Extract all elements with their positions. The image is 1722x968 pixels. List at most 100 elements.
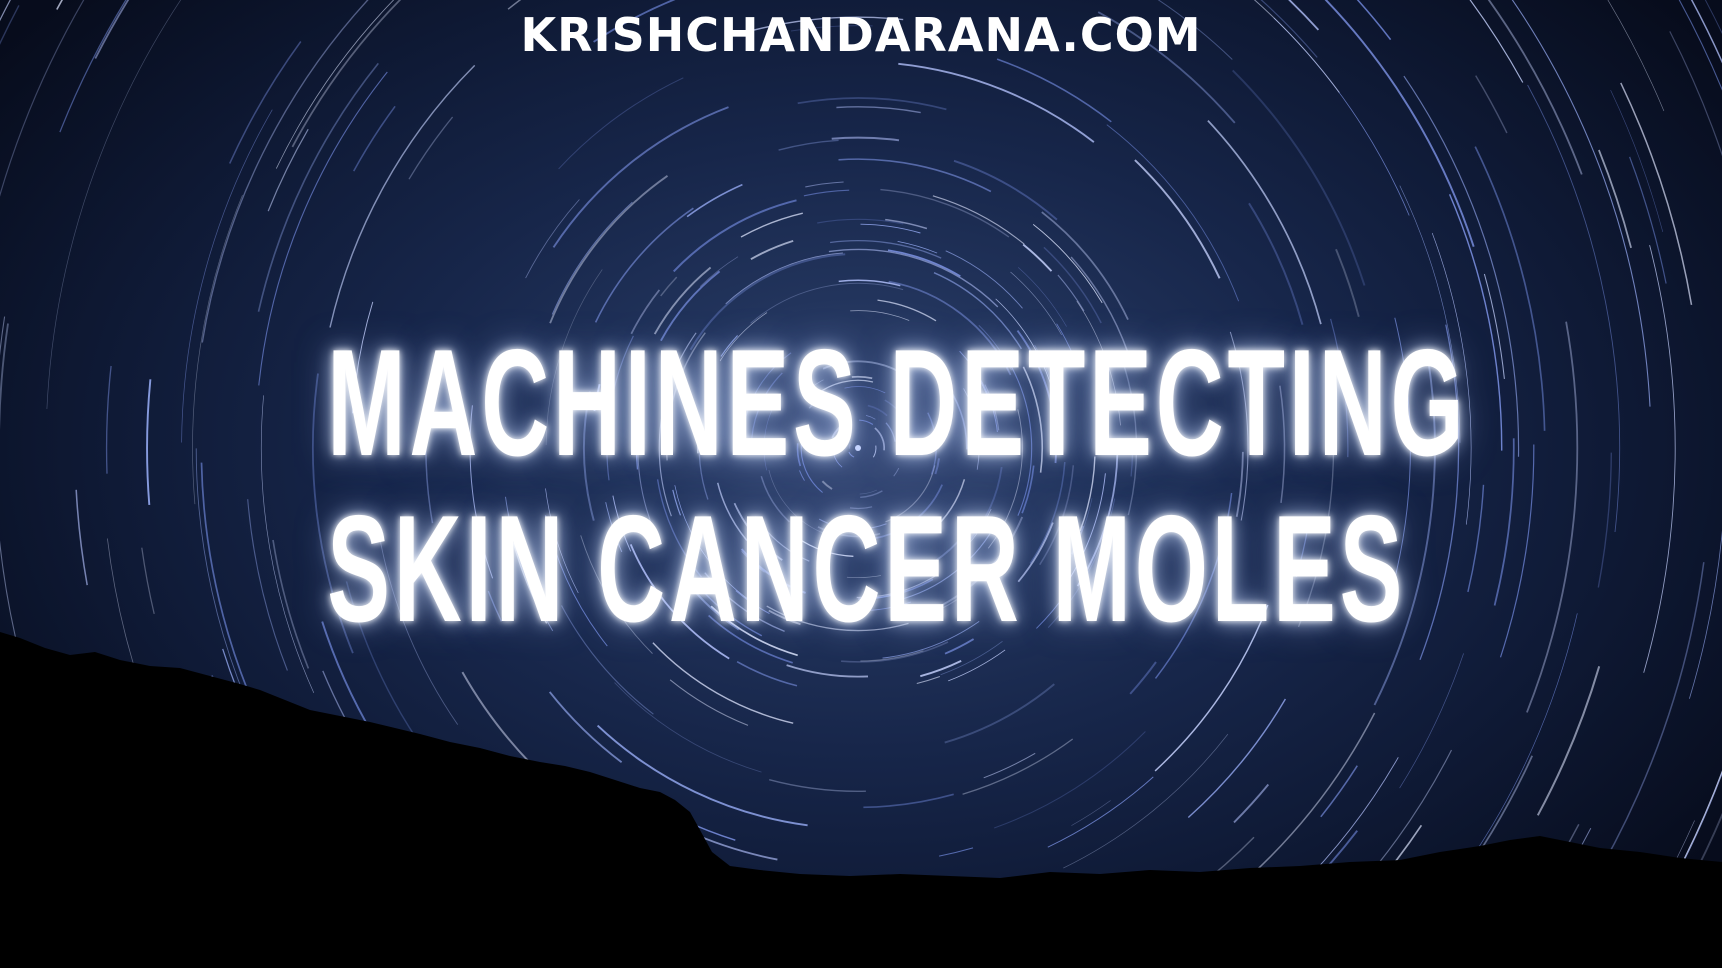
star-trail <box>291 0 402 148</box>
star-trail <box>1324 0 1475 248</box>
star-trail <box>1335 248 1360 317</box>
star-trail <box>848 443 851 449</box>
star-trail <box>672 489 682 516</box>
star-trail <box>1235 451 1244 517</box>
star-trail <box>545 514 608 647</box>
star-trail <box>658 332 697 517</box>
star-trail <box>545 488 579 594</box>
star-trail <box>146 379 152 505</box>
star-trail <box>672 199 797 273</box>
star-trail <box>247 499 288 671</box>
star-trail <box>656 479 703 578</box>
star-trail <box>181 109 273 443</box>
star-trail <box>141 547 155 615</box>
star-trail <box>865 415 876 420</box>
star-trail <box>799 470 805 481</box>
star-trail <box>699 256 739 287</box>
star-trail <box>551 201 633 315</box>
star-trail <box>1061 498 1093 574</box>
headline: MACHINES DETECTING SKIN CANCER MOLES <box>0 318 1722 654</box>
star-trail <box>848 451 855 458</box>
star-trail <box>1036 591 1068 629</box>
star-trail <box>1527 84 1621 533</box>
star-trail <box>888 280 1012 376</box>
star-trail <box>882 621 980 659</box>
star-trail <box>1598 149 1632 249</box>
star-trail <box>786 664 869 678</box>
star-trail <box>755 516 810 562</box>
star-trail <box>945 250 1023 309</box>
star-trail <box>860 490 883 499</box>
star-trail <box>808 379 824 390</box>
star-trail <box>558 77 684 170</box>
star-trail <box>1499 444 1535 658</box>
star-trail <box>311 373 354 654</box>
star-trail <box>1288 0 1320 31</box>
star-trail <box>885 218 928 230</box>
star-trail <box>983 752 1036 779</box>
star-trail <box>939 847 974 857</box>
star-trail <box>733 502 783 561</box>
star-trail <box>1079 456 1096 532</box>
star-trail <box>880 188 1010 238</box>
star-trail <box>874 427 885 451</box>
star-trail <box>817 218 904 225</box>
star-trail <box>201 0 369 343</box>
star-trail <box>267 128 309 212</box>
star-trail <box>944 683 1055 744</box>
star-trail <box>778 139 839 151</box>
star-trail <box>505 496 554 632</box>
star-trail <box>838 279 901 287</box>
star-trail <box>635 415 640 470</box>
star-trail <box>1134 159 1221 279</box>
star-trail <box>795 536 854 557</box>
star-trail <box>859 489 878 495</box>
star-trail <box>1690 0 1722 64</box>
star-trail <box>953 159 1058 221</box>
star-trail <box>933 272 1023 350</box>
star-trail <box>1356 0 1392 41</box>
star-trail <box>830 240 942 259</box>
star-trail <box>897 241 938 254</box>
star-trail <box>614 682 762 773</box>
star-trail <box>1487 0 1583 175</box>
star-trail <box>229 41 302 164</box>
star-trail <box>548 691 623 763</box>
star-trail <box>1526 321 1579 713</box>
star-trail <box>1373 362 1436 706</box>
star-trail <box>790 25 873 32</box>
star-trail <box>916 676 941 685</box>
star-trail <box>929 479 966 534</box>
star-trail <box>740 212 803 238</box>
star-trail <box>1233 783 1270 824</box>
star-trail <box>1229 331 1249 521</box>
star-trail <box>469 405 494 579</box>
star-trail <box>867 404 888 417</box>
star-trail <box>1032 224 1103 304</box>
star-trail <box>704 572 785 633</box>
star-trail <box>1678 0 1722 91</box>
star-trail <box>808 396 822 409</box>
star-trail <box>593 0 676 43</box>
star-trail <box>1034 344 1060 414</box>
star-trail <box>1403 75 1520 457</box>
star-trail <box>59 0 127 133</box>
star-trail <box>697 428 700 454</box>
star-trail <box>740 548 806 594</box>
star-trail <box>863 793 954 809</box>
star-trail <box>821 480 833 490</box>
star-trail <box>1021 465 1035 514</box>
star-trail <box>796 443 802 467</box>
star-trail <box>719 312 768 362</box>
star-trail <box>1330 318 1349 458</box>
star-trail <box>710 605 798 657</box>
star-trail <box>545 269 603 446</box>
star-trail <box>665 332 706 461</box>
headline-line-1: MACHINES DETECTING <box>327 318 1468 488</box>
star-trail <box>850 310 910 321</box>
star-trail <box>750 372 783 454</box>
star-trail <box>859 419 874 425</box>
star-trail <box>329 64 476 328</box>
star-trail <box>275 0 395 169</box>
